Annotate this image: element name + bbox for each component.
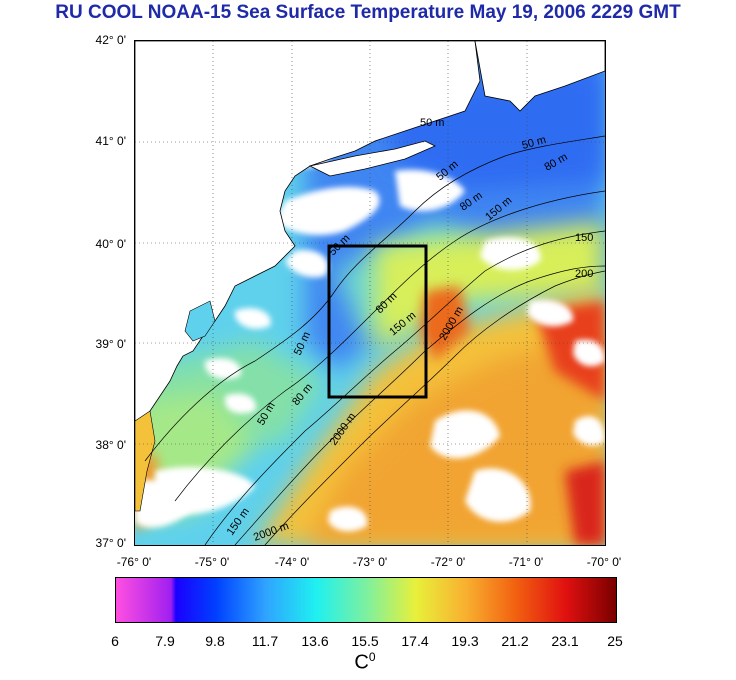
lat-label-40: 40° 0' [95,237,126,251]
lon-label-74: -74° 0' [274,555,310,569]
delaware-bay [184,300,216,342]
temperature-colorbar [115,577,617,623]
bathymetry-contours [144,135,605,545]
cape-cod [474,41,605,112]
colorbar-tick: 19.3 [451,633,479,649]
land-mass [135,41,481,422]
long-island [308,140,436,177]
unit-superscript: 0 [368,650,376,664]
lon-label-76: -76° 0' [116,555,152,569]
lat-label-37: 37° 0' [95,536,126,550]
colorbar-gradient [116,578,616,622]
contour-label: 200 [575,268,593,280]
lon-label-72: -72° 0' [430,555,466,569]
colorbar-tick: 9.8 [205,633,225,649]
cloud-cover [135,145,605,532]
sst-map: 50 m 50 m 50 m 50 m 50 m 50 m 80 m 80 m … [134,40,606,546]
lon-label-71: -71° 0' [508,555,544,569]
lat-label-38: 38° 0' [95,438,126,452]
colorbar-tick: 6 [111,633,119,649]
lat-label-42: 42° 0' [95,33,126,47]
sst-map-canvas: 50 m 50 m 50 m 50 m 50 m 50 m 80 m 80 m … [135,41,605,545]
colorbar-tick: 13.6 [301,633,329,649]
unit-text: C [354,651,369,674]
lon-label-70: -70° 0' [586,555,622,569]
contour-label: 150 [575,232,593,244]
colorbar-tick: 21.2 [501,633,529,649]
colorbar-tick: 23.1 [551,633,579,649]
colorbar-tick: 11.7 [251,633,279,649]
lat-label-39: 39° 0' [95,337,126,351]
colorbar-tick: 15.5 [351,633,379,649]
colorbar-tick: 25 [607,633,623,649]
graticule [135,41,605,545]
colorbar-tick: 7.9 [155,633,175,649]
lat-label-41: 41° 0' [95,134,126,148]
map-title: RU COOL NOAA-15 Sea Surface Temperature … [55,2,681,23]
colorbar-unit-label: C0 [340,650,390,675]
study-area-box [327,244,428,399]
lon-label-75: -75° 0' [194,555,230,569]
contour-label: 50 m [420,117,444,129]
lon-label-73: -73° 0' [352,555,388,569]
colorbar-tick: 17.4 [401,633,429,649]
